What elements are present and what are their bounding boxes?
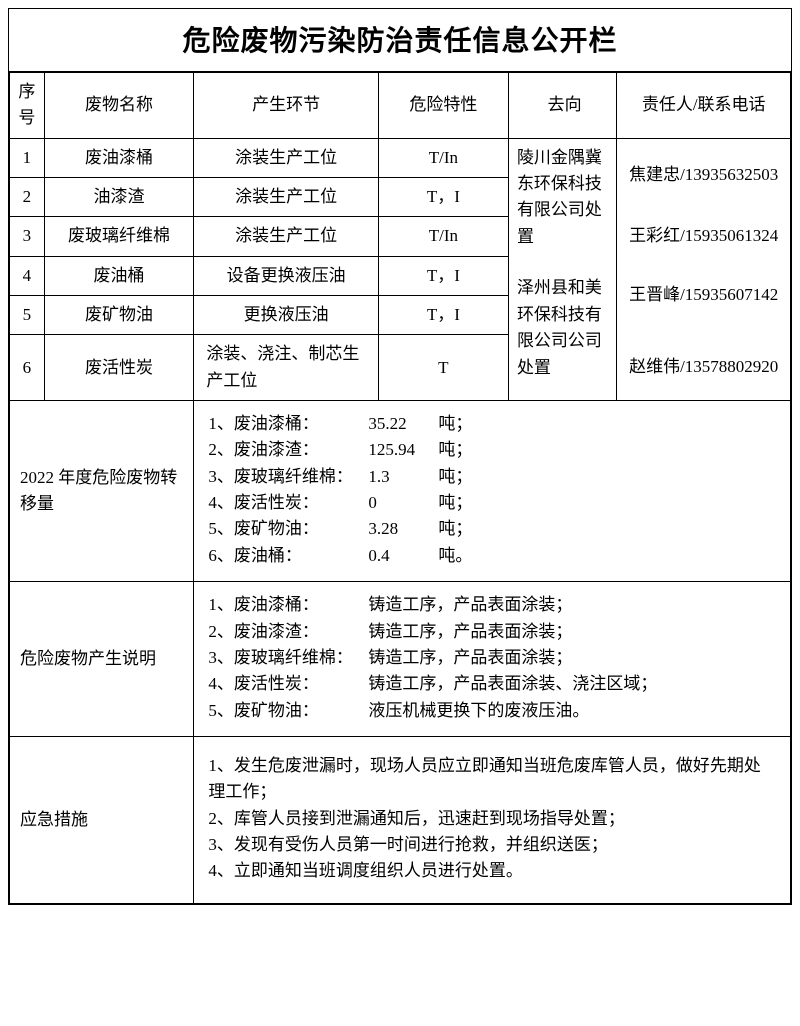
col-seq: 序号 bbox=[10, 73, 45, 139]
cell-hazard: T/In bbox=[378, 138, 508, 177]
document-frame: 危险废物污染防治责任信息公开栏 序号 废物名称 产生环节 危险特性 去向 责任人… bbox=[8, 8, 792, 905]
cell-name: 废油桶 bbox=[44, 256, 194, 295]
emergency-line: 3、发现有受伤人员第一时间进行抢救，并组织送医； bbox=[208, 832, 776, 858]
emergency-line: 2、库管人员接到泄漏通知后，迅速赶到现场指导处置； bbox=[208, 806, 776, 832]
transfer-item: 2、废油漆渣：125.94吨； bbox=[208, 437, 776, 463]
explain-item: 5、废矿物油：液压机械更换下的废液压油。 bbox=[208, 698, 776, 724]
cell-name: 废活性炭 bbox=[44, 335, 194, 401]
cell-seq: 3 bbox=[10, 217, 45, 256]
explain-body: 1、废油漆桶：铸造工序，产品表面涂装； 2、废油漆渣：铸造工序，产品表面涂装； … bbox=[194, 582, 791, 737]
cell-stage: 设备更换液压油 bbox=[194, 256, 378, 295]
cell-stage: 涂装生产工位 bbox=[194, 217, 378, 256]
cell-seq: 4 bbox=[10, 256, 45, 295]
cell-hazard: T，I bbox=[378, 178, 508, 217]
transfer-item: 5、废矿物油：3.28吨； bbox=[208, 516, 776, 542]
cell-name: 废矿物油 bbox=[44, 296, 194, 335]
explain-section: 危险废物产生说明 1、废油漆桶：铸造工序，产品表面涂装； 2、废油漆渣：铸造工序… bbox=[10, 582, 791, 737]
explain-item: 4、废活性炭：铸造工序，产品表面涂装、浇注区域； bbox=[208, 671, 776, 697]
cell-hazard: T，I bbox=[378, 296, 508, 335]
cell-seq: 6 bbox=[10, 335, 45, 401]
cell-hazard: T bbox=[378, 335, 508, 401]
emergency-line: 1、发生危废泄漏时，现场人员应立即通知当班危废库管人员，做好先期处理工作； bbox=[208, 753, 776, 806]
transfer-section: 2022 年度危险废物转移量 1、废油漆桶：35.22吨； 2、废油漆渣：125… bbox=[10, 401, 791, 582]
table-row: 4 废油桶 设备更换液压油 T，I 泽州县和美环保科技有限公司公司处置 王晋峰/… bbox=[10, 256, 791, 295]
cell-dest-1: 陵川金隅冀东环保科技有限公司处置 bbox=[508, 138, 616, 256]
col-dest: 去向 bbox=[508, 73, 616, 139]
table-row: 3 废玻璃纤维棉 涂装生产工位 T/In 王彩红/15935061324 bbox=[10, 217, 791, 256]
cell-name: 废玻璃纤维棉 bbox=[44, 217, 194, 256]
cell-seq: 2 bbox=[10, 178, 45, 217]
explain-label: 危险废物产生说明 bbox=[10, 582, 194, 737]
transfer-item: 6、废油桶：0.4吨。 bbox=[208, 543, 776, 569]
cell-stage: 更换液压油 bbox=[194, 296, 378, 335]
page-title: 危险废物污染防治责任信息公开栏 bbox=[9, 9, 791, 72]
emergency-section: 应急措施 1、发生危废泄漏时，现场人员应立即通知当班危废库管人员，做好先期处理工… bbox=[10, 736, 791, 903]
col-stage: 产生环节 bbox=[194, 73, 378, 139]
cell-name: 油漆渣 bbox=[44, 178, 194, 217]
transfer-item: 4、废活性炭：0吨； bbox=[208, 490, 776, 516]
table-row: 1 废油漆桶 涂装生产工位 T/In 陵川金隅冀东环保科技有限公司处置 焦建忠/… bbox=[10, 138, 791, 177]
cell-resp-2: 王彩红/15935061324 bbox=[617, 217, 791, 256]
cell-name: 废油漆桶 bbox=[44, 138, 194, 177]
explain-item: 1、废油漆桶：铸造工序，产品表面涂装； bbox=[208, 592, 776, 618]
emergency-label: 应急措施 bbox=[10, 736, 194, 903]
col-name: 废物名称 bbox=[44, 73, 194, 139]
transfer-label: 2022 年度危险废物转移量 bbox=[10, 401, 194, 582]
cell-stage: 涂装生产工位 bbox=[194, 178, 378, 217]
cell-stage: 涂装、浇注、制芯生产工位 bbox=[194, 335, 378, 401]
cell-resp-4: 赵维伟/13578802920 bbox=[617, 335, 791, 401]
explain-item: 3、废玻璃纤维棉：铸造工序，产品表面涂装； bbox=[208, 645, 776, 671]
resp-1: 焦建忠/13935632503 bbox=[623, 162, 784, 188]
cell-seq: 5 bbox=[10, 296, 45, 335]
explain-item: 2、废油漆渣：铸造工序，产品表面涂装； bbox=[208, 619, 776, 645]
cell-stage: 涂装生产工位 bbox=[194, 138, 378, 177]
cell-resp-1: 焦建忠/13935632503 bbox=[617, 138, 791, 217]
emergency-line: 4、立即通知当班调度组织人员进行处置。 bbox=[208, 858, 776, 884]
cell-hazard: T，I bbox=[378, 256, 508, 295]
table-row: 6 废活性炭 涂装、浇注、制芯生产工位 T 赵维伟/13578802920 bbox=[10, 335, 791, 401]
transfer-body: 1、废油漆桶：35.22吨； 2、废油漆渣：125.94吨； 3、废玻璃纤维棉：… bbox=[194, 401, 791, 582]
cell-hazard: T/In bbox=[378, 217, 508, 256]
transfer-item: 1、废油漆桶：35.22吨； bbox=[208, 411, 776, 437]
cell-dest-2: 泽州县和美环保科技有限公司公司处置 bbox=[508, 256, 616, 400]
col-resp: 责任人/联系电话 bbox=[617, 73, 791, 139]
transfer-item: 3、废玻璃纤维棉：1.3吨； bbox=[208, 464, 776, 490]
cell-seq: 1 bbox=[10, 138, 45, 177]
waste-table: 序号 废物名称 产生环节 危险特性 去向 责任人/联系电话 1 废油漆桶 涂装生… bbox=[9, 72, 791, 904]
col-hazard: 危险特性 bbox=[378, 73, 508, 139]
cell-resp-3: 王晋峰/15935607142 bbox=[617, 256, 791, 335]
emergency-body: 1、发生危废泄漏时，现场人员应立即通知当班危废库管人员，做好先期处理工作； 2、… bbox=[194, 736, 791, 903]
table-header-row: 序号 废物名称 产生环节 危险特性 去向 责任人/联系电话 bbox=[10, 73, 791, 139]
